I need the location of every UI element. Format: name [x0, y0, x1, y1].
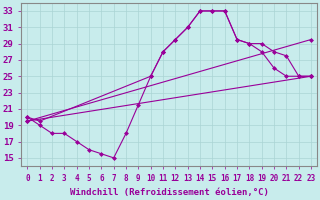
X-axis label: Windchill (Refroidissement éolien,°C): Windchill (Refroidissement éolien,°C) [70, 188, 268, 197]
